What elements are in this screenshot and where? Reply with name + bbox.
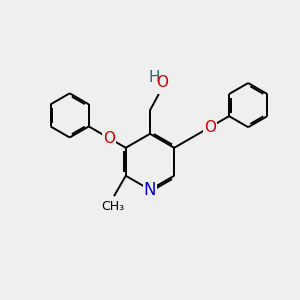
Text: O: O [103, 131, 115, 146]
Text: H: H [149, 70, 160, 85]
Text: O: O [156, 75, 168, 90]
Text: N: N [144, 181, 156, 199]
Text: CH₃: CH₃ [101, 200, 124, 213]
Text: O: O [204, 120, 216, 135]
